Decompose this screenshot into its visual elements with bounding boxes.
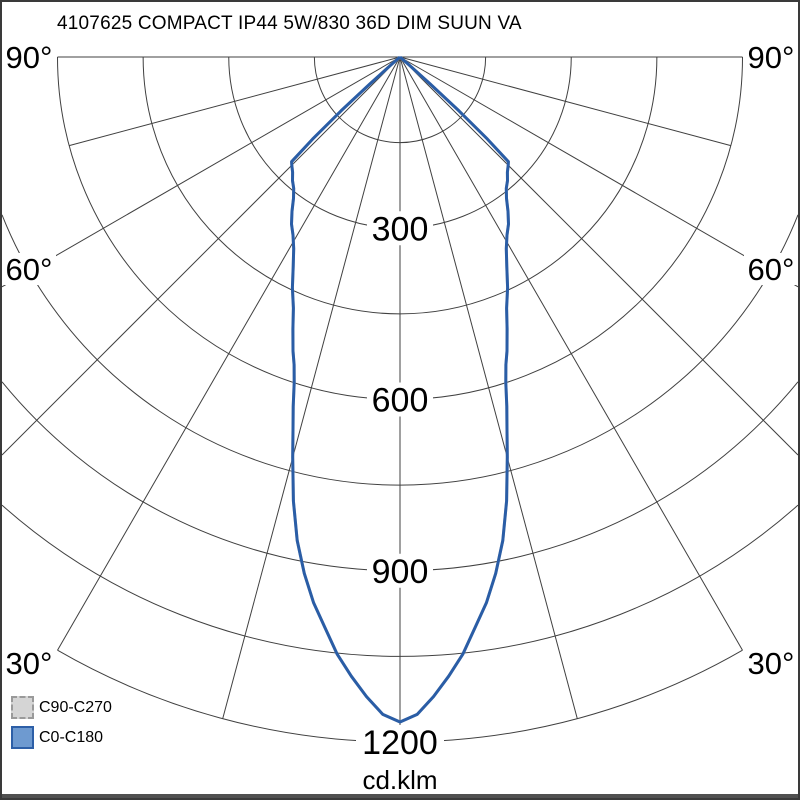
unit-label: cd.klm (362, 765, 437, 795)
c0-c180-curve (290, 55, 510, 724)
intensity-curves (290, 55, 510, 724)
ring-label-mask (367, 553, 433, 588)
grid-ring-arc (1, 214, 799, 486)
c0-c180-swatch-icon (11, 726, 34, 749)
ring-value-label: 1200 (362, 724, 438, 762)
angle-label-mask (744, 41, 798, 73)
angle-label-mask (744, 253, 798, 285)
angle-tick-label: 30° (748, 646, 795, 681)
angle-label-mask (2, 41, 56, 73)
grid-ring-arc (313, 56, 487, 144)
angle-tick-label: 60° (748, 252, 795, 287)
legend-item-c90-c270: C90-C270 (11, 696, 112, 719)
ring-labels: 300 600 900 1200 (356, 210, 444, 762)
angle-label-mask (744, 647, 798, 679)
angle-labels: 90° 90° 60° 60° 30° 30° (2, 40, 798, 681)
angle-tick-label: 90° (6, 40, 53, 75)
ring-label-mask (356, 725, 444, 759)
angle-tick-label: 60° (6, 252, 53, 287)
angle-label-mask (2, 253, 56, 285)
ring-label-mask (367, 211, 433, 246)
ring-label-mask (367, 382, 433, 417)
grid-ray (1, 56, 401, 456)
ring-value-label: 900 (372, 553, 429, 591)
legend: C90-C270 C0-C180 (11, 696, 112, 756)
legend-label: C90-C270 (39, 698, 112, 716)
c90-c270-swatch-icon (11, 696, 34, 719)
angle-label-mask (2, 647, 56, 679)
chart-title: 4107625 COMPACT IP44 5W/830 36D DIM SUUN… (57, 13, 522, 34)
ring-value-label: 600 (372, 382, 429, 420)
grid-ray (1, 56, 401, 288)
grid-ring-arc (142, 56, 658, 315)
angle-tick-label: 90° (748, 40, 795, 75)
angle-tick-label: 30° (6, 646, 53, 681)
legend-item-c0-c180: C0-C180 (11, 726, 112, 749)
ring-value-label: 300 (372, 210, 429, 248)
grid-ray (399, 56, 799, 456)
grid-ray (399, 56, 799, 288)
grid-ring-arc (1, 504, 799, 657)
legend-label: C0-C180 (39, 728, 104, 746)
